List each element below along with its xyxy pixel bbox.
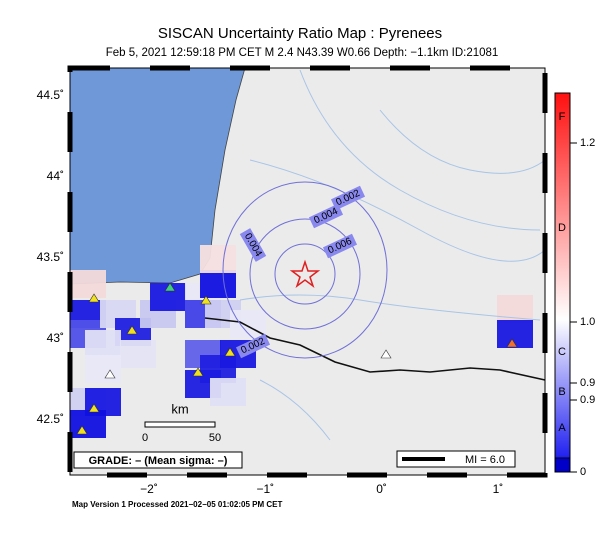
colorbar-value: 1.2 [580,137,595,149]
grid-cell [200,245,236,273]
lon-label: −1˚ [256,482,274,496]
lat-label: 43.5˚ [37,250,64,264]
scale-end: 50 [209,432,221,444]
grade-letter: D [558,222,566,234]
grade-box [73,451,243,469]
grade-letter: F [559,111,566,123]
contour-label-box [322,233,358,259]
grade-letter: B [558,386,565,398]
grid-cell [120,340,156,368]
grid-cell [70,410,106,438]
colorbar-value: 1.0 [580,316,595,328]
subtitle: Feb 5, 2021 12:59:18 PM CET M 2.4 N43.39… [106,47,499,59]
grid-cell [210,378,246,406]
grade: GRADE: – (Mean sigma: –) [89,455,228,467]
colorbar-labels: F D C B A 1.2 1.0 0.9 0.9 0 [558,111,595,478]
colorbar [554,92,571,459]
epicenter [289,259,321,289]
grade-letter: A [558,422,566,434]
scale-unit: km [171,401,188,416]
lon-label: −2˚ [140,482,158,496]
contour-label-box [330,185,366,211]
grade-letter: C [558,346,566,358]
lon-label: 1˚ [493,482,504,496]
grid-cell [70,270,106,298]
colorbar-min [554,457,571,473]
grid-cell [200,270,236,298]
mi-box [396,450,516,468]
stations [76,282,518,435]
colorbar-value: 0 [580,466,586,478]
lat-label: 44.5˚ [37,88,64,102]
contour-label-box [239,228,267,262]
contour-label-box [308,203,344,229]
rivers [239,69,546,441]
scale-start: 0 [142,432,148,444]
lon-label: 0˚ [376,482,387,496]
contours [222,181,388,359]
lat-label: 43˚ [47,331,64,345]
colorbar-value: 0.9 [580,377,595,389]
scale-bar [144,421,216,428]
footer: Map Version 1 Processed 2021−02−05 01:02… [72,500,282,509]
grid-cell [85,355,121,383]
lat-label: 42.5˚ [37,412,64,426]
border [204,317,546,381]
contour-label-box [235,333,271,359]
title: SISCAN Uncertainty Ratio Map : Pyrenees [158,25,442,42]
lat-label: 44˚ [47,169,64,183]
mi: MI = 6.0 [465,454,505,466]
grid-cell [85,330,121,358]
axis-labels: 44.5˚ 44˚ 43.5˚ 43˚ 42.5˚ −2˚ −1˚ 0˚ 1˚ [37,88,504,496]
colorbar-value: 0.9 [580,394,595,406]
frame-line [69,67,546,476]
